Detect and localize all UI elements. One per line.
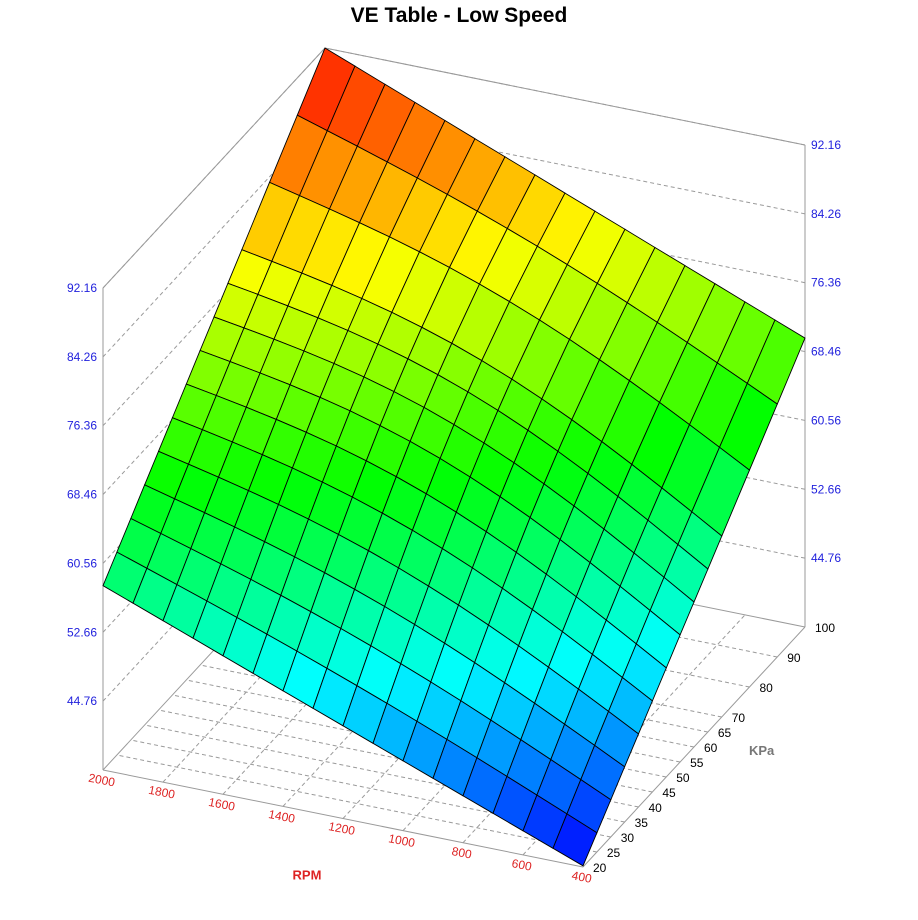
kpa-tick-label: 100 [815, 621, 835, 635]
kpa-axis-label: KPa [749, 743, 775, 758]
z-tick-label-left: 60.56 [67, 556, 97, 570]
floor-grid-kpa-6 [186, 679, 667, 778]
rpm-tick-label: 1200 [327, 819, 356, 838]
surface-mesh [102, 47, 806, 867]
z-grid-left-5 [102, 116, 326, 358]
kpa-tick-label: 55 [690, 756, 704, 770]
rpm-tick-label: 1000 [387, 831, 416, 850]
kpa-tick-label: 20 [593, 861, 607, 875]
z-tick-label-left: 68.46 [67, 488, 97, 502]
z-grid-left-4 [102, 185, 326, 427]
z-tick-label-left: 92.16 [67, 281, 97, 295]
z-tick-label-right: 52.66 [811, 482, 841, 496]
z-tick-label-left: 84.26 [67, 350, 97, 364]
z-grid-right-6 [324, 47, 806, 146]
z-tick-label-left: 52.66 [67, 625, 97, 639]
z-tick-label-right: 60.56 [811, 413, 841, 427]
rpm-tick-label: 1800 [147, 783, 176, 802]
rpm-tick-label: 1400 [267, 807, 296, 826]
floor-grid-kpa-4 [158, 709, 639, 808]
z-tick-label-left: 44.76 [67, 694, 97, 708]
chart-title: VE Table - Low Speed [350, 4, 568, 27]
kpa-tick-label: 35 [635, 816, 649, 830]
floor-grid-kpa-5 [172, 694, 653, 793]
kpa-tick-label: 60 [704, 741, 718, 755]
rpm-tick-label: 400 [571, 868, 594, 886]
rpm-axis-label: RPM [293, 868, 322, 883]
kpa-tick-label: 70 [732, 711, 746, 725]
z-tick-label-right: 84.26 [811, 207, 841, 221]
axis-labels: 44.76 44.76 52.66 52.66 60.56 60.56 68.46 68.46… [67, 138, 841, 886]
z-tick-label-right: 68.46 [811, 345, 841, 359]
z-tick-label-right: 44.76 [811, 551, 841, 565]
kpa-tick-label: 25 [607, 846, 621, 860]
z-grid-left-6 [102, 47, 326, 289]
rpm-tick-label: 1600 [207, 795, 236, 814]
kpa-tick-label: 65 [718, 726, 732, 740]
kpa-tick-label: 30 [621, 831, 635, 845]
kpa-tick-label: 50 [676, 771, 690, 785]
kpa-tick-label: 40 [649, 801, 663, 815]
kpa-tick-label: 80 [760, 681, 774, 695]
rpm-tick-label: 2000 [87, 771, 116, 790]
z-tick-label-right: 76.36 [811, 276, 841, 290]
floor-grid-kpa-3 [144, 724, 625, 823]
z-tick-label-right: 92.16 [811, 138, 841, 152]
rpm-tick-label: 800 [451, 844, 474, 862]
kpa-tick-label: 90 [787, 651, 801, 665]
floor-grid-kpa-1 [116, 754, 597, 853]
z-tick-label-left: 76.36 [67, 419, 97, 433]
surface-cell [552, 813, 598, 867]
kpa-tick-label: 45 [662, 786, 676, 800]
floor-grid-kpa-2 [130, 739, 611, 838]
rpm-tick-label: 600 [511, 856, 534, 874]
